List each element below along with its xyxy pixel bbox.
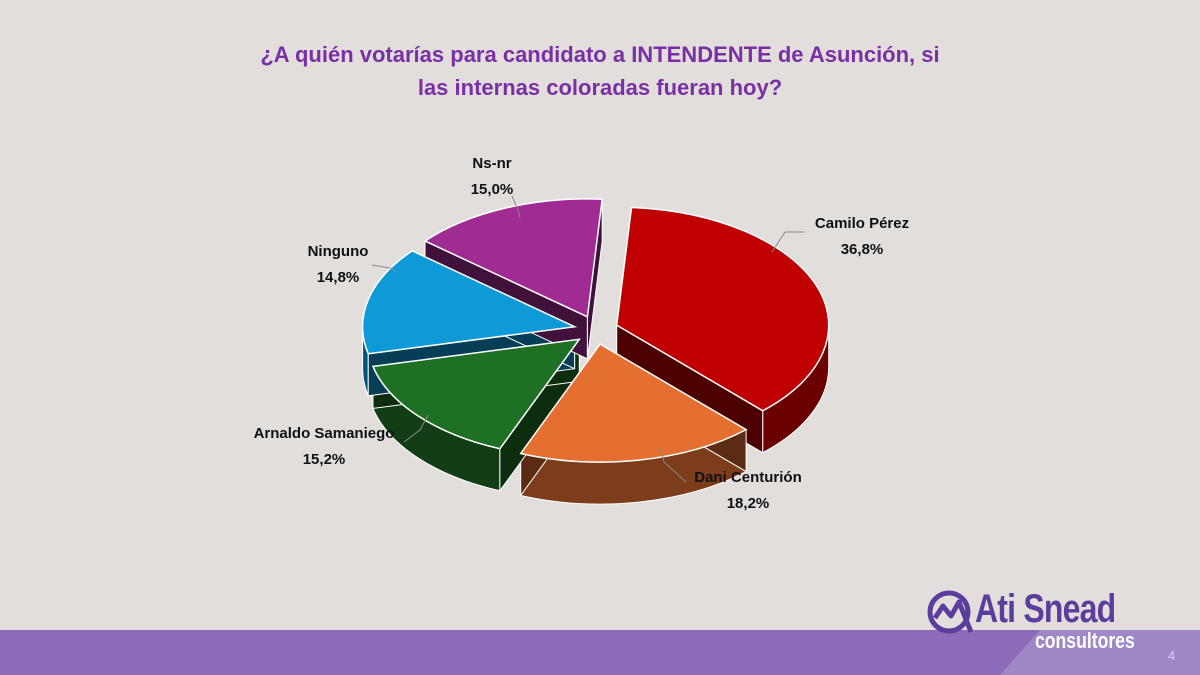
footer-band	[0, 630, 1200, 675]
slice-value-dani-centurion: 18,2%	[727, 495, 770, 512]
slice-value-ninguno: 14,8%	[317, 269, 360, 286]
slice-value-arnaldo-samaniego: 15,2%	[303, 451, 346, 468]
slice-label-camilo-perez: Camilo Pérez	[815, 215, 909, 232]
slice-value-ns-nr: 15,0%	[471, 181, 514, 198]
slice-ns-nr	[423, 198, 604, 318]
slice-camilo-perez	[615, 206, 830, 412]
pie-tops	[361, 198, 830, 463]
leader-line-dani-centurion	[659, 447, 687, 483]
leader-line-ninguno	[371, 264, 397, 273]
slice-dani-centurion	[519, 343, 748, 463]
slice-label-dani-centurion: Dani Centurión	[694, 469, 802, 486]
logo-subtitle: consultores	[1035, 628, 1135, 653]
company-logo: Ati Snead consultores	[925, 586, 1155, 656]
logo-emblem-icon	[927, 590, 974, 634]
chart-title: ¿A quién votarías para candidato a INTEN…	[200, 38, 1000, 104]
slice-arnaldo-samaniego	[371, 338, 581, 450]
leader-lines	[371, 195, 805, 483]
logo-name: Ati Snead	[975, 587, 1116, 631]
slice-value-camilo-perez: 36,8%	[841, 241, 884, 258]
title-line-2: las internas coloradas fueran hoy?	[417, 75, 783, 100]
slice-label-ns-nr: Ns-nr	[472, 155, 511, 172]
slice-label-arnaldo-samaniego: Arnaldo Samaniego	[254, 425, 395, 442]
page-number: 4	[1168, 648, 1176, 663]
slice-label-ninguno: Ninguno	[308, 243, 369, 260]
leader-line-ns-nr	[511, 195, 521, 219]
slice-labels: Camilo Pérez 36,8% Dani Centurión 18,2% Arna…	[254, 155, 910, 512]
slice-ninguno	[361, 249, 578, 355]
pie-chart: Camilo Pérez 36,8% Dani Centurión 18,2% Arna…	[254, 155, 910, 512]
leader-line-arnaldo-samaniego	[403, 414, 429, 443]
title-line-1: ¿A quién votarías para candidato a INTEN…	[260, 42, 940, 67]
leader-line-camilo-perez	[771, 231, 805, 253]
